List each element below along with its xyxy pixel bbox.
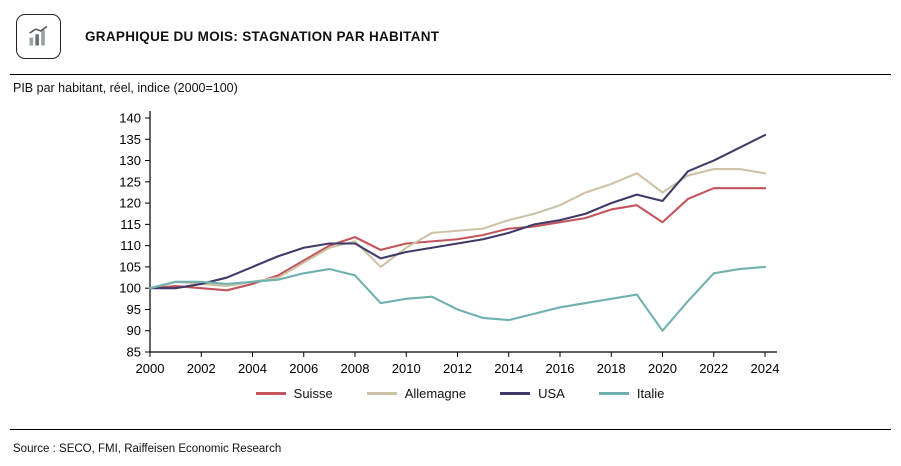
legend-line-sample xyxy=(598,392,629,395)
x-axis-tick-label: 2012 xyxy=(443,361,472,376)
y-axis-tick-label: 125 xyxy=(119,174,141,189)
y-axis-tick-label: 135 xyxy=(119,132,141,147)
x-axis-tick-label: 2018 xyxy=(597,361,626,376)
chart-legend: Suisse Allemagne USA Italie xyxy=(150,386,770,401)
legend-label: Italie xyxy=(636,386,665,401)
y-axis-tick-label: 120 xyxy=(119,196,141,211)
y-axis-tick-label: 100 xyxy=(119,281,141,296)
legend-item-italie: Italie xyxy=(598,386,665,401)
x-axis-tick-label: 2000 xyxy=(136,361,165,376)
y-axis-tick-label: 85 xyxy=(127,345,141,360)
x-axis-tick-label: 2008 xyxy=(341,361,370,376)
legend-line-sample xyxy=(500,392,531,395)
x-axis-tick-label: 2016 xyxy=(546,361,575,376)
x-axis-tick-label: 2004 xyxy=(238,361,267,376)
chart-subtitle: PIB par habitant, réel, indice (2000=100… xyxy=(13,81,238,95)
y-axis-tick-label: 110 xyxy=(120,238,141,253)
legend-item-allemagne: Allemagne xyxy=(366,386,467,401)
source-text: Source : SECO, FMI, Raiffeisen Economic … xyxy=(13,443,282,455)
y-axis-tick-label: 140 xyxy=(119,111,141,126)
legend-item-suisse: Suisse xyxy=(255,386,333,401)
chart-icon xyxy=(16,14,61,59)
x-axis-tick-label: 2006 xyxy=(289,361,318,376)
legend-label: USA xyxy=(538,386,565,401)
legend-line-sample xyxy=(255,392,286,395)
x-axis-tick-label: 2010 xyxy=(392,361,421,376)
series-line-usa xyxy=(148,133,767,290)
legend-line-sample xyxy=(366,392,397,395)
bar-chart-glyph xyxy=(29,25,48,46)
x-axis-tick-label: 2014 xyxy=(494,361,523,376)
legend-label: Suisse xyxy=(293,386,333,401)
x-axis-tick-label: 2024 xyxy=(751,361,780,376)
x-axis-tick-label: 2002 xyxy=(187,361,216,376)
series-line-italie xyxy=(148,265,767,332)
footer-divider xyxy=(10,429,891,430)
y-axis-tick-label: 105 xyxy=(119,259,141,274)
y-axis-tick-label: 90 xyxy=(127,323,141,338)
legend-item-usa: USA xyxy=(500,386,565,401)
series-line-suisse xyxy=(148,187,767,292)
x-axis-tick-label: 2022 xyxy=(699,361,728,376)
header-divider xyxy=(10,74,891,75)
page-title: GRAPHIQUE DU MOIS: STAGNATION PAR HABITA… xyxy=(85,29,440,44)
legend-label: Allemagne xyxy=(404,386,467,401)
x-axis-tick-label: 2020 xyxy=(648,361,677,376)
y-axis-tick-label: 115 xyxy=(120,217,141,232)
y-axis-tick-label: 95 xyxy=(127,302,141,317)
y-axis-tick-label: 130 xyxy=(119,153,141,168)
